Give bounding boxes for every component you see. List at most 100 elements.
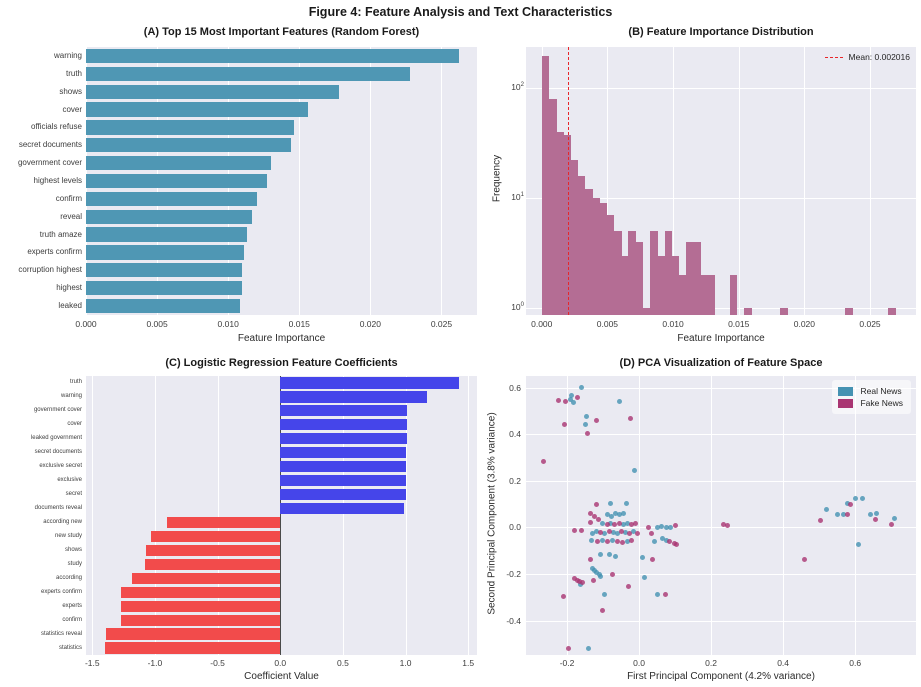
- gridline: [526, 527, 916, 529]
- feature-importance-bar: [86, 298, 240, 314]
- coefficient-bar: [280, 377, 460, 389]
- histogram-bar: [743, 308, 752, 315]
- scatter-point: [594, 529, 600, 535]
- feature-importance-bar: [86, 84, 340, 99]
- scatter-point: [659, 535, 665, 541]
- scatter-point: [609, 572, 615, 578]
- scatter-point: [577, 582, 583, 588]
- x-tick-label: 0.025: [430, 319, 453, 329]
- scatter-point: [614, 530, 620, 536]
- category-label: corruption highest: [18, 265, 82, 275]
- scatter-point: [602, 530, 608, 536]
- x-tick-label: 0.5: [336, 658, 349, 668]
- real-news-label: Real News: [860, 386, 902, 396]
- scatter-point: [845, 501, 851, 507]
- scatter-point: [852, 495, 858, 501]
- scatter-point: [601, 592, 607, 598]
- x-tick-label: 0.025: [859, 319, 881, 329]
- scatter-point: [604, 512, 610, 518]
- scatter-point: [569, 393, 575, 399]
- gridline: [526, 574, 916, 576]
- scatter-point: [663, 524, 669, 530]
- scatter-point: [631, 467, 637, 473]
- x-tick-label: -0.5: [210, 658, 225, 668]
- scatter-point: [823, 506, 829, 512]
- histogram-bar: [556, 131, 564, 315]
- scatter-point: [587, 520, 593, 526]
- panel-b-legend: Mean: 0.002016: [824, 52, 910, 62]
- category-label: experts confirm: [40, 588, 82, 595]
- category-label: shows: [64, 546, 82, 553]
- scatter-point: [562, 398, 568, 404]
- coefficient-bar: [280, 461, 406, 473]
- scatter-point: [594, 502, 600, 508]
- category-label: officials refuse: [31, 122, 82, 132]
- panel-a-title: (A) Top 15 Most Important Features (Rand…: [143, 26, 420, 38]
- category-label: statistics: [58, 644, 82, 651]
- scatter-point: [658, 524, 664, 530]
- gridline: [370, 47, 372, 315]
- scatter-point: [578, 528, 584, 534]
- scatter-point: [612, 522, 618, 528]
- scatter-point: [671, 540, 677, 546]
- gridline: [526, 198, 916, 199]
- coefficient-bar: [146, 544, 281, 556]
- category-label: government cover: [33, 407, 82, 414]
- y-tick-label: 0.6: [509, 382, 521, 393]
- scatter-point: [625, 520, 631, 526]
- panel-c-plot-area: [86, 376, 477, 655]
- feature-importance-bar: [86, 66, 411, 81]
- legend-row-real: Real News: [838, 386, 903, 396]
- scatter-point: [561, 421, 567, 427]
- feature-importance-bar: [86, 263, 243, 278]
- feature-importance-bar: [86, 209, 253, 224]
- fake-news-label: Fake News: [860, 398, 903, 408]
- category-label: cover: [67, 421, 82, 428]
- scatter-point: [575, 394, 581, 400]
- scatter-point: [555, 398, 561, 404]
- coefficient-bar: [121, 600, 281, 612]
- scatter-point: [587, 510, 593, 516]
- gridline: [855, 376, 857, 655]
- gridline: [870, 47, 872, 315]
- gridline: [299, 47, 301, 315]
- scatter-point: [565, 645, 571, 651]
- scatter-point: [888, 521, 894, 527]
- x-tick-label: 1.0: [399, 658, 412, 668]
- scatter-point: [654, 592, 660, 598]
- histogram-bar: [642, 308, 651, 315]
- scatter-point: [817, 518, 823, 524]
- gridline: [738, 47, 740, 315]
- scatter-point: [626, 584, 632, 590]
- scatter-point: [860, 495, 866, 501]
- feature-importance-bar: [86, 102, 308, 117]
- panel-a-plot-area: [86, 47, 477, 315]
- histogram-bar: [693, 241, 702, 315]
- x-tick-label: 0.005: [146, 319, 168, 329]
- x-tick-label: 0.005: [596, 319, 619, 329]
- category-label: experts: [62, 602, 82, 609]
- x-tick-label: 1.5: [462, 658, 475, 668]
- histogram-bar: [628, 231, 637, 315]
- gridline: [342, 376, 344, 655]
- category-label: highest levels: [33, 176, 82, 185]
- scatter-point: [598, 552, 604, 558]
- coefficient-bar: [280, 433, 407, 445]
- scatter-point: [623, 530, 629, 536]
- x-tick-label: 0.4: [777, 658, 790, 668]
- histogram-bar: [541, 56, 550, 315]
- figure-title: Figure 4: Feature Analysis and Text Char…: [308, 5, 613, 19]
- x-tick-label: 0.010: [662, 319, 684, 329]
- histogram-bar: [845, 308, 853, 315]
- category-label: exclusive: [57, 477, 82, 484]
- panel-b-plot-area: Mean: 0.002016: [526, 47, 916, 315]
- mean-legend-label: Mean: 0.002016: [848, 52, 910, 62]
- scatter-point: [624, 500, 630, 506]
- category-label: exclusive secret: [39, 463, 82, 470]
- gridline: [526, 88, 916, 89]
- category-label: highest: [56, 283, 82, 293]
- scatter-point: [598, 530, 604, 536]
- x-tick-label: 0.2: [705, 658, 718, 668]
- y-tick-label: 0.4: [509, 429, 521, 440]
